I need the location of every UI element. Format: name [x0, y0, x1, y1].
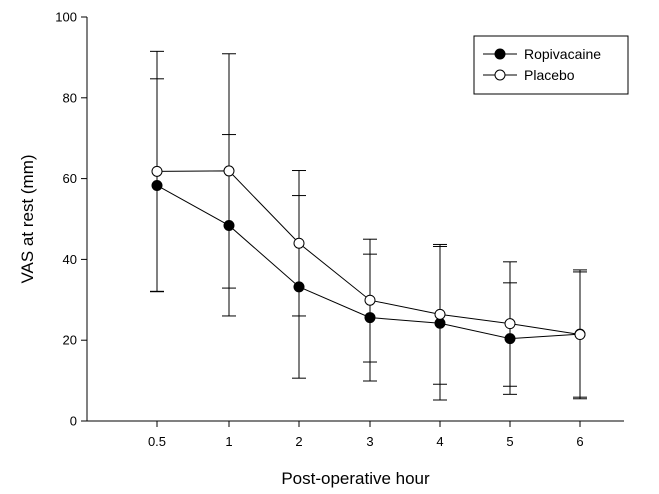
y-tick-label: 80	[63, 90, 77, 105]
data-point-ropivacaine	[151, 179, 163, 191]
x-tick-label: 6	[576, 434, 583, 449]
x-axis-title: Post-operative hour	[281, 469, 430, 488]
data-point-placebo	[151, 165, 163, 177]
data-point-placebo	[434, 308, 446, 320]
y-tick-label: 100	[55, 10, 77, 25]
y-axis-title: VAS at rest (mm)	[18, 154, 37, 283]
data-point-placebo	[574, 329, 586, 341]
data-point-placebo	[364, 294, 376, 306]
legend-label-ropivacaine: Ropivacaine	[524, 46, 601, 62]
y-tick-label: 20	[63, 333, 77, 348]
legend-marker-placebo	[494, 69, 506, 81]
y-tick-label: 60	[63, 171, 77, 186]
data-point-ropivacaine	[223, 219, 235, 231]
axes-layer: 0 20 40 60 80 100 0.5 1 2 3 4 5 6	[55, 10, 624, 449]
data-point-ropivacaine	[504, 333, 516, 345]
data-point-placebo	[504, 318, 516, 330]
legend-label-placebo: Placebo	[524, 67, 575, 83]
x-tick-label: 0.5	[148, 434, 166, 449]
x-tick-label: 4	[436, 434, 443, 449]
data-points-layer	[151, 165, 586, 345]
series-line-placebo	[156, 170, 581, 336]
legend: Ropivacaine Placebo	[473, 35, 629, 95]
data-point-placebo	[293, 237, 305, 249]
x-tick-label: 3	[366, 434, 373, 449]
legend-box	[473, 35, 629, 95]
error-bars-layer	[150, 50, 587, 401]
x-tick-label: 1	[225, 434, 232, 449]
data-point-ropivacaine	[364, 312, 376, 324]
legend-marker-ropivacaine	[494, 48, 506, 60]
y-tick-label: 0	[70, 414, 77, 429]
x-tick-label: 5	[506, 434, 513, 449]
data-point-placebo	[223, 165, 235, 177]
data-point-ropivacaine	[293, 281, 305, 293]
x-tick-label: 2	[295, 434, 302, 449]
y-tick-label: 40	[63, 252, 77, 267]
